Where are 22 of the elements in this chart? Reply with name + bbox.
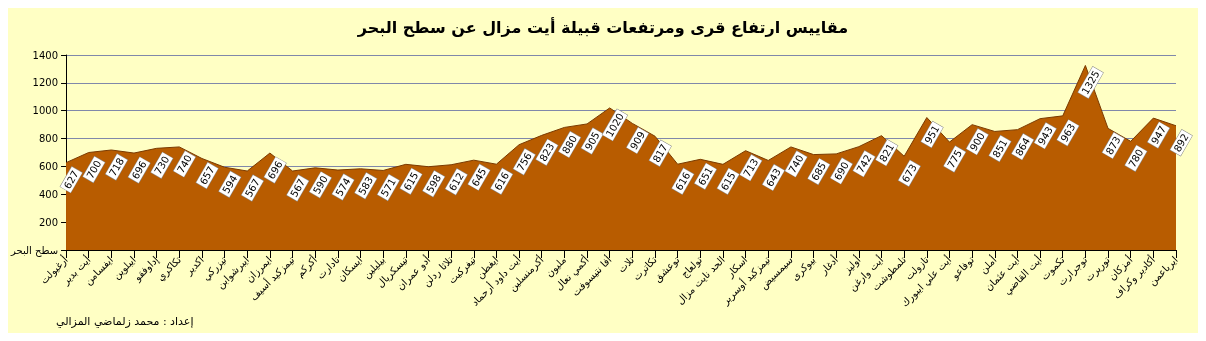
data-label: 742 [854, 152, 874, 175]
y-tick-label: 600 [38, 160, 59, 172]
x-tick-label: تلات [615, 253, 637, 275]
y-tick-label: 1000 [32, 105, 59, 117]
data-label: 643 [763, 166, 783, 189]
y-tick-label: 400 [38, 188, 59, 200]
data-label: 651 [695, 165, 716, 188]
chart-title: مقاييس ارتفاع قرى ومرتفعات قبيلة أيت مزال عن سطح البحر [356, 16, 849, 37]
y-tick-label: 800 [38, 133, 59, 145]
data-label: 821 [877, 141, 897, 164]
text: إعداد : محمد زلماضي المزالي [56, 315, 194, 328]
y-tick-label: 1400 [32, 49, 59, 61]
x-tick-label: أكركم [293, 253, 320, 280]
data-label: 740 [786, 152, 806, 175]
x-tick-label: اكدير [182, 254, 206, 278]
data-label: 713 [741, 156, 761, 179]
y-tick-label: 1200 [32, 77, 59, 89]
data-label: 700 [84, 158, 104, 181]
data-label: 756 [514, 150, 534, 173]
y-tick-label: 200 [38, 216, 59, 228]
data-label: 775 [945, 148, 965, 171]
x-tick-label: أدغار [816, 253, 841, 277]
